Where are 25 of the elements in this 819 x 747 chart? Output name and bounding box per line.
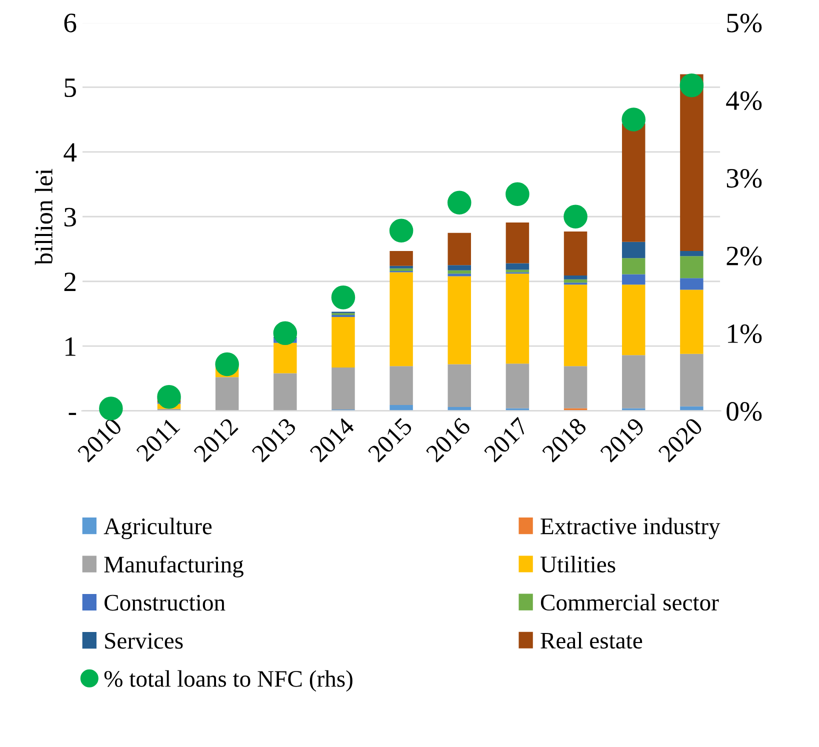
x-tick-label: 2010 (76, 416, 123, 463)
x-tick-label: 2011 (136, 417, 180, 462)
y2-tick-label: 4% (726, 91, 762, 110)
y-tick-label: - (68, 412, 76, 415)
legend-label: Real estate (540, 632, 642, 649)
y2-tick-label: 3% (726, 168, 762, 188)
legend-label: Services (105, 632, 183, 649)
y2-tick-label: 0% (726, 402, 762, 421)
y2-tick-label: 2% (726, 246, 762, 266)
y-tick-label: 6 (64, 14, 76, 32)
y2-tick-label: 1% (728, 324, 762, 344)
y2-tick-label: 5% (727, 14, 762, 32)
y-tick-label: 4 (64, 143, 77, 162)
legend-label: Agriculture (104, 518, 212, 540)
y-tick-label: 5 (64, 78, 76, 98)
legend-label: Utilities (540, 556, 616, 572)
legend-label: Manufacturing (104, 556, 244, 578)
y-tick-label: 2 (64, 272, 76, 292)
legend-label: Extractive industry (540, 518, 720, 540)
legend-label: Commercial sector (540, 594, 719, 611)
y-tick-label: 3 (64, 208, 76, 227)
legend-label: Construction (104, 594, 226, 611)
legend-label: % total loans to NFC (rhs) (104, 670, 352, 692)
y-axis-title: billion lei (34, 168, 53, 265)
y-tick-label: 1 (66, 337, 76, 356)
